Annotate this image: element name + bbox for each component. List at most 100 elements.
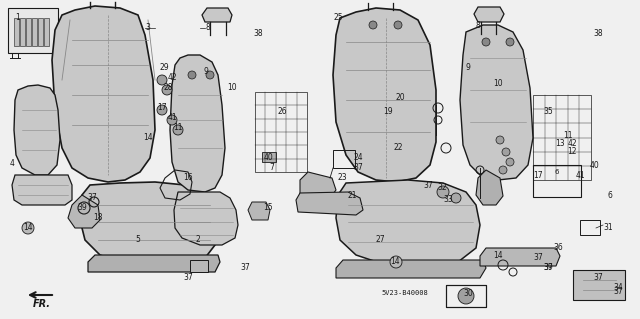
Polygon shape — [300, 172, 336, 200]
Text: 42: 42 — [567, 138, 577, 147]
Text: 39: 39 — [543, 263, 553, 272]
Text: 16: 16 — [183, 174, 193, 182]
Text: 8: 8 — [205, 24, 211, 33]
Text: 14: 14 — [390, 257, 400, 266]
Text: 37: 37 — [613, 287, 623, 296]
Text: 22: 22 — [393, 144, 403, 152]
Text: 11: 11 — [563, 130, 573, 139]
Text: 37: 37 — [593, 273, 603, 283]
Text: 17: 17 — [157, 103, 167, 113]
Text: 38: 38 — [253, 28, 263, 38]
Polygon shape — [476, 170, 503, 205]
Text: 39: 39 — [77, 204, 87, 212]
Circle shape — [188, 71, 196, 79]
Text: 7: 7 — [269, 164, 275, 173]
Bar — [446, 285, 486, 307]
Polygon shape — [170, 55, 225, 192]
Text: 18: 18 — [93, 213, 103, 222]
Text: 8: 8 — [476, 20, 481, 29]
Text: 35: 35 — [543, 108, 553, 116]
Text: 21: 21 — [348, 190, 356, 199]
Circle shape — [502, 148, 510, 156]
Text: 36: 36 — [553, 243, 563, 253]
Text: 19: 19 — [383, 108, 393, 116]
Polygon shape — [474, 7, 504, 22]
Bar — [262, 152, 276, 162]
Bar — [573, 270, 625, 300]
Circle shape — [437, 186, 449, 198]
Text: 6: 6 — [607, 190, 612, 199]
Bar — [38, 18, 43, 46]
Polygon shape — [460, 25, 533, 180]
Text: 37: 37 — [543, 263, 553, 272]
Text: 4: 4 — [10, 159, 15, 167]
Circle shape — [157, 75, 167, 85]
Circle shape — [162, 85, 172, 95]
Bar — [446, 285, 486, 307]
Circle shape — [482, 38, 490, 46]
Text: 10: 10 — [493, 78, 503, 87]
Text: 3: 3 — [145, 24, 150, 33]
Polygon shape — [336, 260, 486, 278]
Text: 25: 25 — [333, 13, 343, 23]
Text: 38: 38 — [593, 28, 603, 38]
Polygon shape — [333, 8, 436, 182]
Text: 37: 37 — [353, 164, 363, 173]
Circle shape — [506, 38, 514, 46]
Text: 41: 41 — [575, 170, 585, 180]
Polygon shape — [68, 195, 100, 228]
Bar — [32, 18, 37, 46]
Text: 9: 9 — [204, 68, 209, 77]
Circle shape — [394, 21, 402, 29]
Text: 14: 14 — [143, 133, 153, 143]
Bar — [533, 165, 581, 197]
Bar — [20, 18, 25, 46]
Circle shape — [390, 256, 402, 268]
Polygon shape — [12, 175, 72, 205]
Polygon shape — [80, 182, 218, 265]
Bar — [533, 95, 591, 180]
Bar — [580, 220, 600, 235]
Text: 37: 37 — [183, 273, 193, 283]
Text: 12: 12 — [567, 147, 577, 157]
Text: 14: 14 — [493, 250, 503, 259]
Polygon shape — [296, 192, 363, 215]
Text: 40: 40 — [590, 160, 600, 169]
Text: 10: 10 — [227, 84, 237, 93]
Circle shape — [506, 158, 514, 166]
Bar — [333, 150, 355, 168]
Text: 24: 24 — [353, 153, 363, 162]
Bar — [255, 92, 307, 172]
Text: 11: 11 — [173, 123, 183, 132]
Text: 26: 26 — [277, 108, 287, 116]
Text: 29: 29 — [159, 63, 169, 72]
Polygon shape — [336, 180, 480, 268]
Text: 33: 33 — [443, 196, 453, 204]
Polygon shape — [480, 248, 560, 266]
Text: 34: 34 — [613, 284, 623, 293]
Text: 37: 37 — [423, 181, 433, 189]
Circle shape — [458, 288, 474, 304]
Text: 32: 32 — [437, 183, 447, 192]
Text: 42: 42 — [167, 73, 177, 83]
Bar — [14, 18, 19, 46]
Circle shape — [157, 105, 167, 115]
Bar — [26, 18, 31, 46]
Text: 37: 37 — [240, 263, 250, 272]
Text: FR.: FR. — [33, 299, 51, 309]
Text: 1: 1 — [15, 13, 20, 23]
Text: 6: 6 — [555, 169, 559, 175]
Text: 14: 14 — [23, 224, 33, 233]
Polygon shape — [88, 255, 220, 272]
Circle shape — [173, 125, 183, 135]
Circle shape — [499, 166, 507, 174]
Bar — [190, 260, 208, 272]
Text: 5: 5 — [136, 235, 140, 244]
Circle shape — [22, 222, 34, 234]
Polygon shape — [174, 192, 238, 245]
Text: 20: 20 — [395, 93, 405, 102]
Text: 37: 37 — [533, 254, 543, 263]
Text: 31: 31 — [603, 224, 613, 233]
Circle shape — [496, 136, 504, 144]
Text: 28: 28 — [163, 84, 173, 93]
